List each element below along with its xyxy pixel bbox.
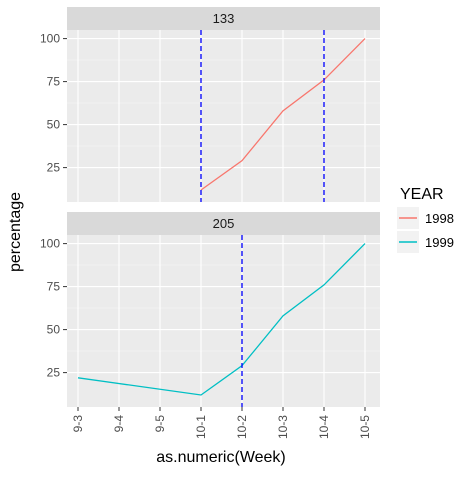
y-tick-label: 100 (40, 237, 60, 251)
legend-entries: 1998 1999 (397, 207, 454, 253)
y-axis-title: percentage (7, 192, 24, 272)
x-axis: 9-3 9-4 9-5 10-1 10-2 10-3 10-4 10-5 (71, 407, 372, 439)
panel-background (67, 235, 380, 407)
legend: YEAR 1998 1999 (397, 186, 454, 253)
y-tick-label: 100 (40, 32, 60, 46)
x-tick-label: 10-5 (358, 415, 372, 439)
y-tick-label: 25 (47, 161, 61, 175)
y-tick-label: 50 (47, 323, 61, 337)
legend-title: YEAR (400, 186, 444, 203)
series-line-1999 (77, 243, 366, 396)
x-tick-label: 10-4 (317, 415, 331, 439)
x-tick-label: 9-5 (153, 415, 167, 433)
panel-background (67, 30, 380, 202)
y-tick-label: 50 (47, 118, 61, 132)
x-tick-label: 10-1 (194, 415, 208, 439)
x-axis-title: as.numeric(Week) (156, 449, 286, 466)
x-tick-label: 9-4 (112, 415, 126, 433)
y-tick-label: 75 (47, 280, 61, 294)
x-tick-label: 10-2 (235, 415, 249, 439)
series-line-1998 (200, 38, 366, 191)
y-tick-label: 25 (47, 366, 61, 380)
strip-label: 133 (213, 11, 235, 26)
x-tick-label: 10-3 (276, 415, 290, 439)
legend-label: 1998 (425, 211, 454, 226)
strip-label: 205 (213, 216, 235, 231)
y-tick-label: 75 (47, 75, 61, 89)
x-tick-label: 9-3 (71, 415, 85, 433)
panels-group: 133 25 50 75 100 205 25 50 75 100 (40, 7, 380, 407)
strip-background (67, 212, 380, 235)
strip-background (67, 7, 380, 30)
legend-label: 1999 (425, 235, 454, 250)
panel: 205 25 50 75 100 (40, 212, 380, 407)
panel: 133 25 50 75 100 (40, 7, 380, 202)
